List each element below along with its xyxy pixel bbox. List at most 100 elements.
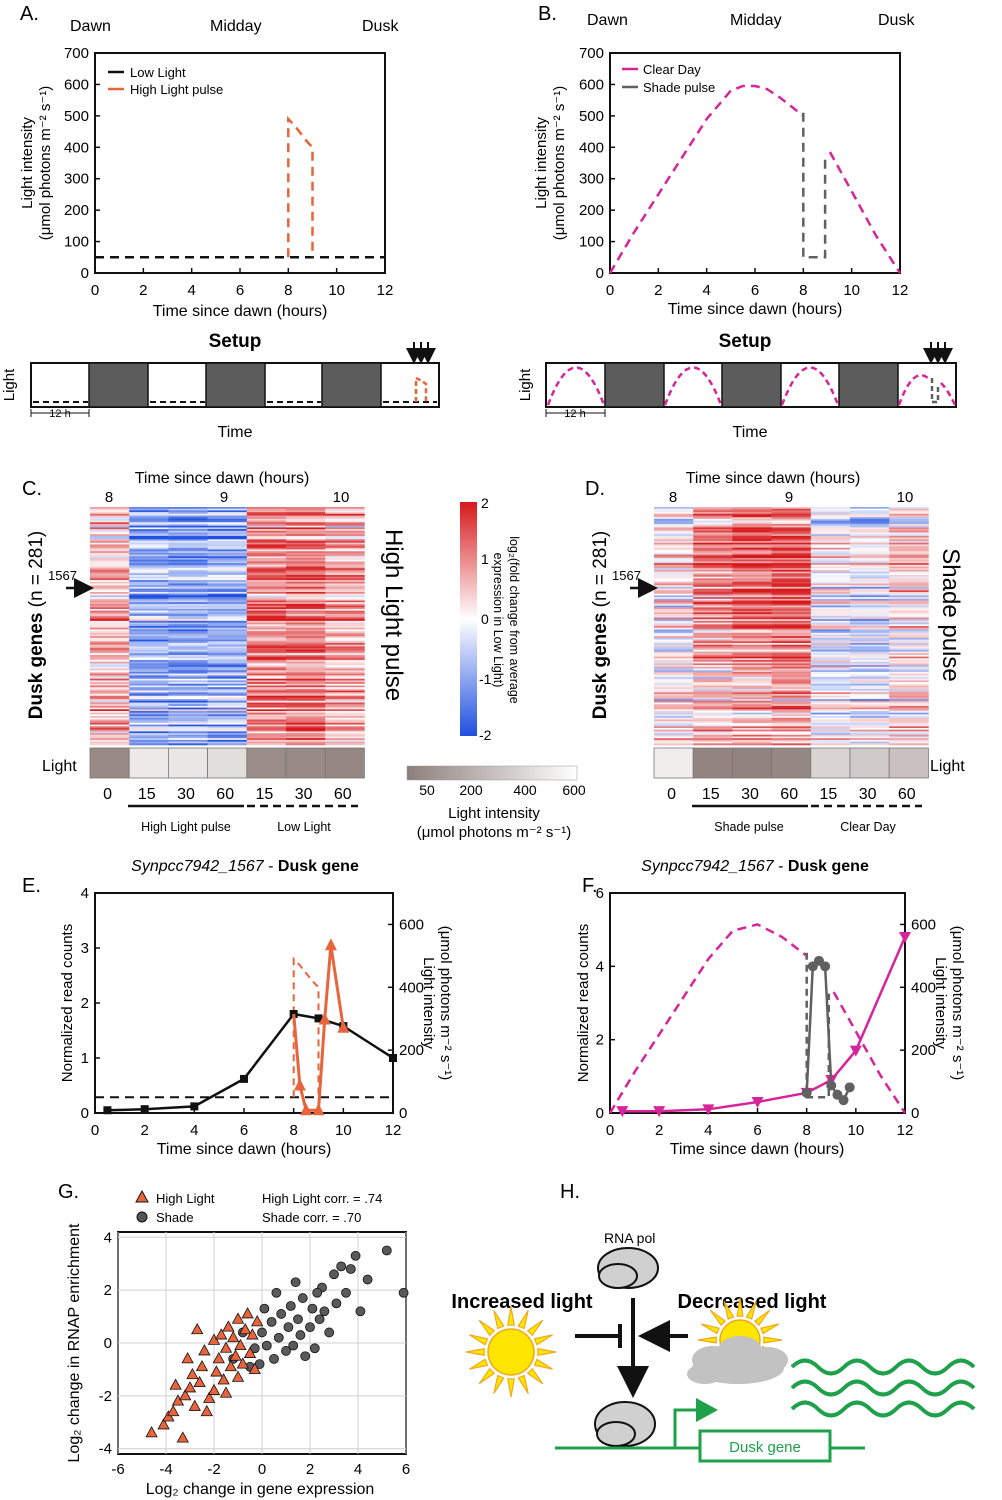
panel-c-heatmap-cell <box>286 607 326 610</box>
panel-a-ytick-label: 0 <box>81 265 89 282</box>
panel-d-heatmap-cell <box>771 527 812 530</box>
panel-c-heatmap-cell <box>325 716 365 719</box>
panel-d-heatmap-cell <box>654 634 694 637</box>
panel-c-heatmap-cell <box>129 673 169 676</box>
panel-e-high-point <box>312 1103 325 1116</box>
panel-g-high-light-point <box>217 1373 230 1385</box>
panel-d-heatmap-cell <box>771 683 812 686</box>
panel-c-heatmap-cell <box>129 704 169 707</box>
panel-c-heatmap-cell <box>286 583 326 586</box>
panel-d-heatmap-cell <box>810 564 851 567</box>
panel-d-heatmap-cell <box>693 607 733 610</box>
setup-left-title: Setup <box>209 331 262 352</box>
panel-g-shade-point <box>283 1322 294 1333</box>
panel-g-shade-point <box>259 1303 270 1314</box>
panel-c-heatmap-cell <box>207 586 248 589</box>
panel-d-heatmap-cell <box>693 571 733 574</box>
panel-c-heatmap-cell <box>90 558 130 560</box>
panel-d-heatmap-cell <box>693 646 733 649</box>
panel-d-heatmap-cell <box>850 524 890 526</box>
panel-d-heatmap-cell <box>771 705 812 708</box>
panel-c-heatmap-cell <box>286 586 326 589</box>
panel-c-heatmap-cell <box>129 700 169 703</box>
panel-d-heatmap-cell <box>693 721 733 724</box>
panel-d-heatmap-cell <box>889 670 929 673</box>
panel-c-heatmap-cell <box>325 609 365 611</box>
panel-d-heatmap-cell <box>889 544 929 547</box>
panel-c-heatmap-cell <box>246 733 287 736</box>
panel-d-heatmap-cell <box>850 653 890 656</box>
panel-d-heatmap-cell <box>732 639 772 642</box>
panel-c-heatmap-cell <box>168 641 208 644</box>
panel-c-heatmap-cell <box>207 605 248 608</box>
panel-d-heatmap-cell <box>732 559 772 562</box>
panel-g-ytick-label: -4 <box>99 1441 112 1458</box>
panel-c-heatmap-cell <box>286 663 326 666</box>
panel-c-heatmap-cell <box>286 517 326 520</box>
panel-d-heatmap-cell <box>810 654 851 657</box>
panel-c-heatmap-cell <box>246 527 287 530</box>
panel-c-heatmap-cell <box>246 637 287 640</box>
panel-d-heatmap-cell <box>850 581 890 584</box>
panel-d-heatmap-cell <box>810 527 851 530</box>
panel-d-heatmap-cell <box>693 671 733 674</box>
panel-d-heatmap-cell <box>771 510 812 513</box>
panel-c-heatmap-cell <box>90 658 130 661</box>
panel-f-xtick-label: 0 <box>606 1122 614 1139</box>
panel-b-ytick-label: 500 <box>579 108 604 125</box>
panel-d-heatmap-cell <box>732 651 772 654</box>
panel-d-heatmap-cell <box>732 665 772 668</box>
panel-c-heatmap-cell <box>168 583 208 586</box>
panel-c-heatmap-cell <box>168 651 208 654</box>
panel-d-heatmap-cell <box>810 590 851 593</box>
panel-d-heatmap-cell <box>654 575 694 577</box>
panel-c-heatmap-cell <box>207 649 248 652</box>
panel-c-heatmap-cell <box>286 697 326 700</box>
panel-d-heatmap-cell <box>850 535 890 538</box>
sun-icon <box>465 1306 557 1398</box>
panel-a-ytick-label: 300 <box>64 171 89 188</box>
panel-d-heatmap-cell <box>850 694 890 696</box>
panel-c-heatmap-cell <box>168 739 208 742</box>
panel-c-heatmap-cell <box>129 690 169 693</box>
panel-d-heatmap-cell <box>771 581 812 584</box>
panel-c-group1: High Light pulse <box>141 820 231 834</box>
panel-d-heatmap-cell <box>732 627 772 630</box>
panel-c-heatmap-cell <box>286 712 326 715</box>
panel-e-high-point <box>293 1078 306 1091</box>
panel-d-heatmap-cell <box>889 583 929 586</box>
panel-c-heatmap-cell <box>129 512 169 515</box>
sun-ray <box>493 1374 505 1394</box>
panel-d-heatmap-cell <box>850 507 890 509</box>
panel-c-heatmap-cell <box>325 529 365 532</box>
panel-c-heatmap-cell <box>246 508 287 511</box>
panel-d-heatmap-cell <box>771 631 812 634</box>
panel-d-heatmap-cell <box>771 556 812 559</box>
panel-d-heatmap-cell <box>810 639 851 642</box>
panel-d-heatmap-cell <box>732 653 772 656</box>
panel-b-ytick-label: 0 <box>596 265 604 282</box>
panel-d-heatmap-cell <box>771 677 812 679</box>
panel-d-heatmap-cell <box>771 529 812 532</box>
panel-d-heatmap-cell <box>810 563 851 566</box>
panel-c-heatmap-cell <box>246 649 287 652</box>
panel-d-heatmap-cell <box>889 530 929 533</box>
panel-d-heatmap-cell <box>850 739 890 742</box>
panel-c-heatmap-cell <box>246 583 287 586</box>
panel-d-heatmap-cell <box>850 729 890 732</box>
panel-c-heatmap-cell <box>90 705 130 708</box>
panel-c-heatmap-cell <box>90 677 130 679</box>
panel-c-heatmap-cell <box>168 515 208 518</box>
panel-c-heatmap-cell <box>168 629 208 632</box>
panel-c-heatmap-cell <box>207 571 248 574</box>
panel-c-heatmap-cell <box>168 627 208 630</box>
panel-c-heatmap-cell <box>168 653 208 656</box>
panel-d-heatmap-cell <box>889 743 929 746</box>
panel-c-heatmap-cell <box>286 518 326 521</box>
panel-c-heatmap-cell <box>286 637 326 640</box>
panel-c-heatmap-cell <box>129 736 169 739</box>
panel-d-heatmap-cell <box>850 564 890 567</box>
panel-g-shade-point <box>324 1327 335 1338</box>
panel-d-heatmap-cell <box>850 675 890 678</box>
